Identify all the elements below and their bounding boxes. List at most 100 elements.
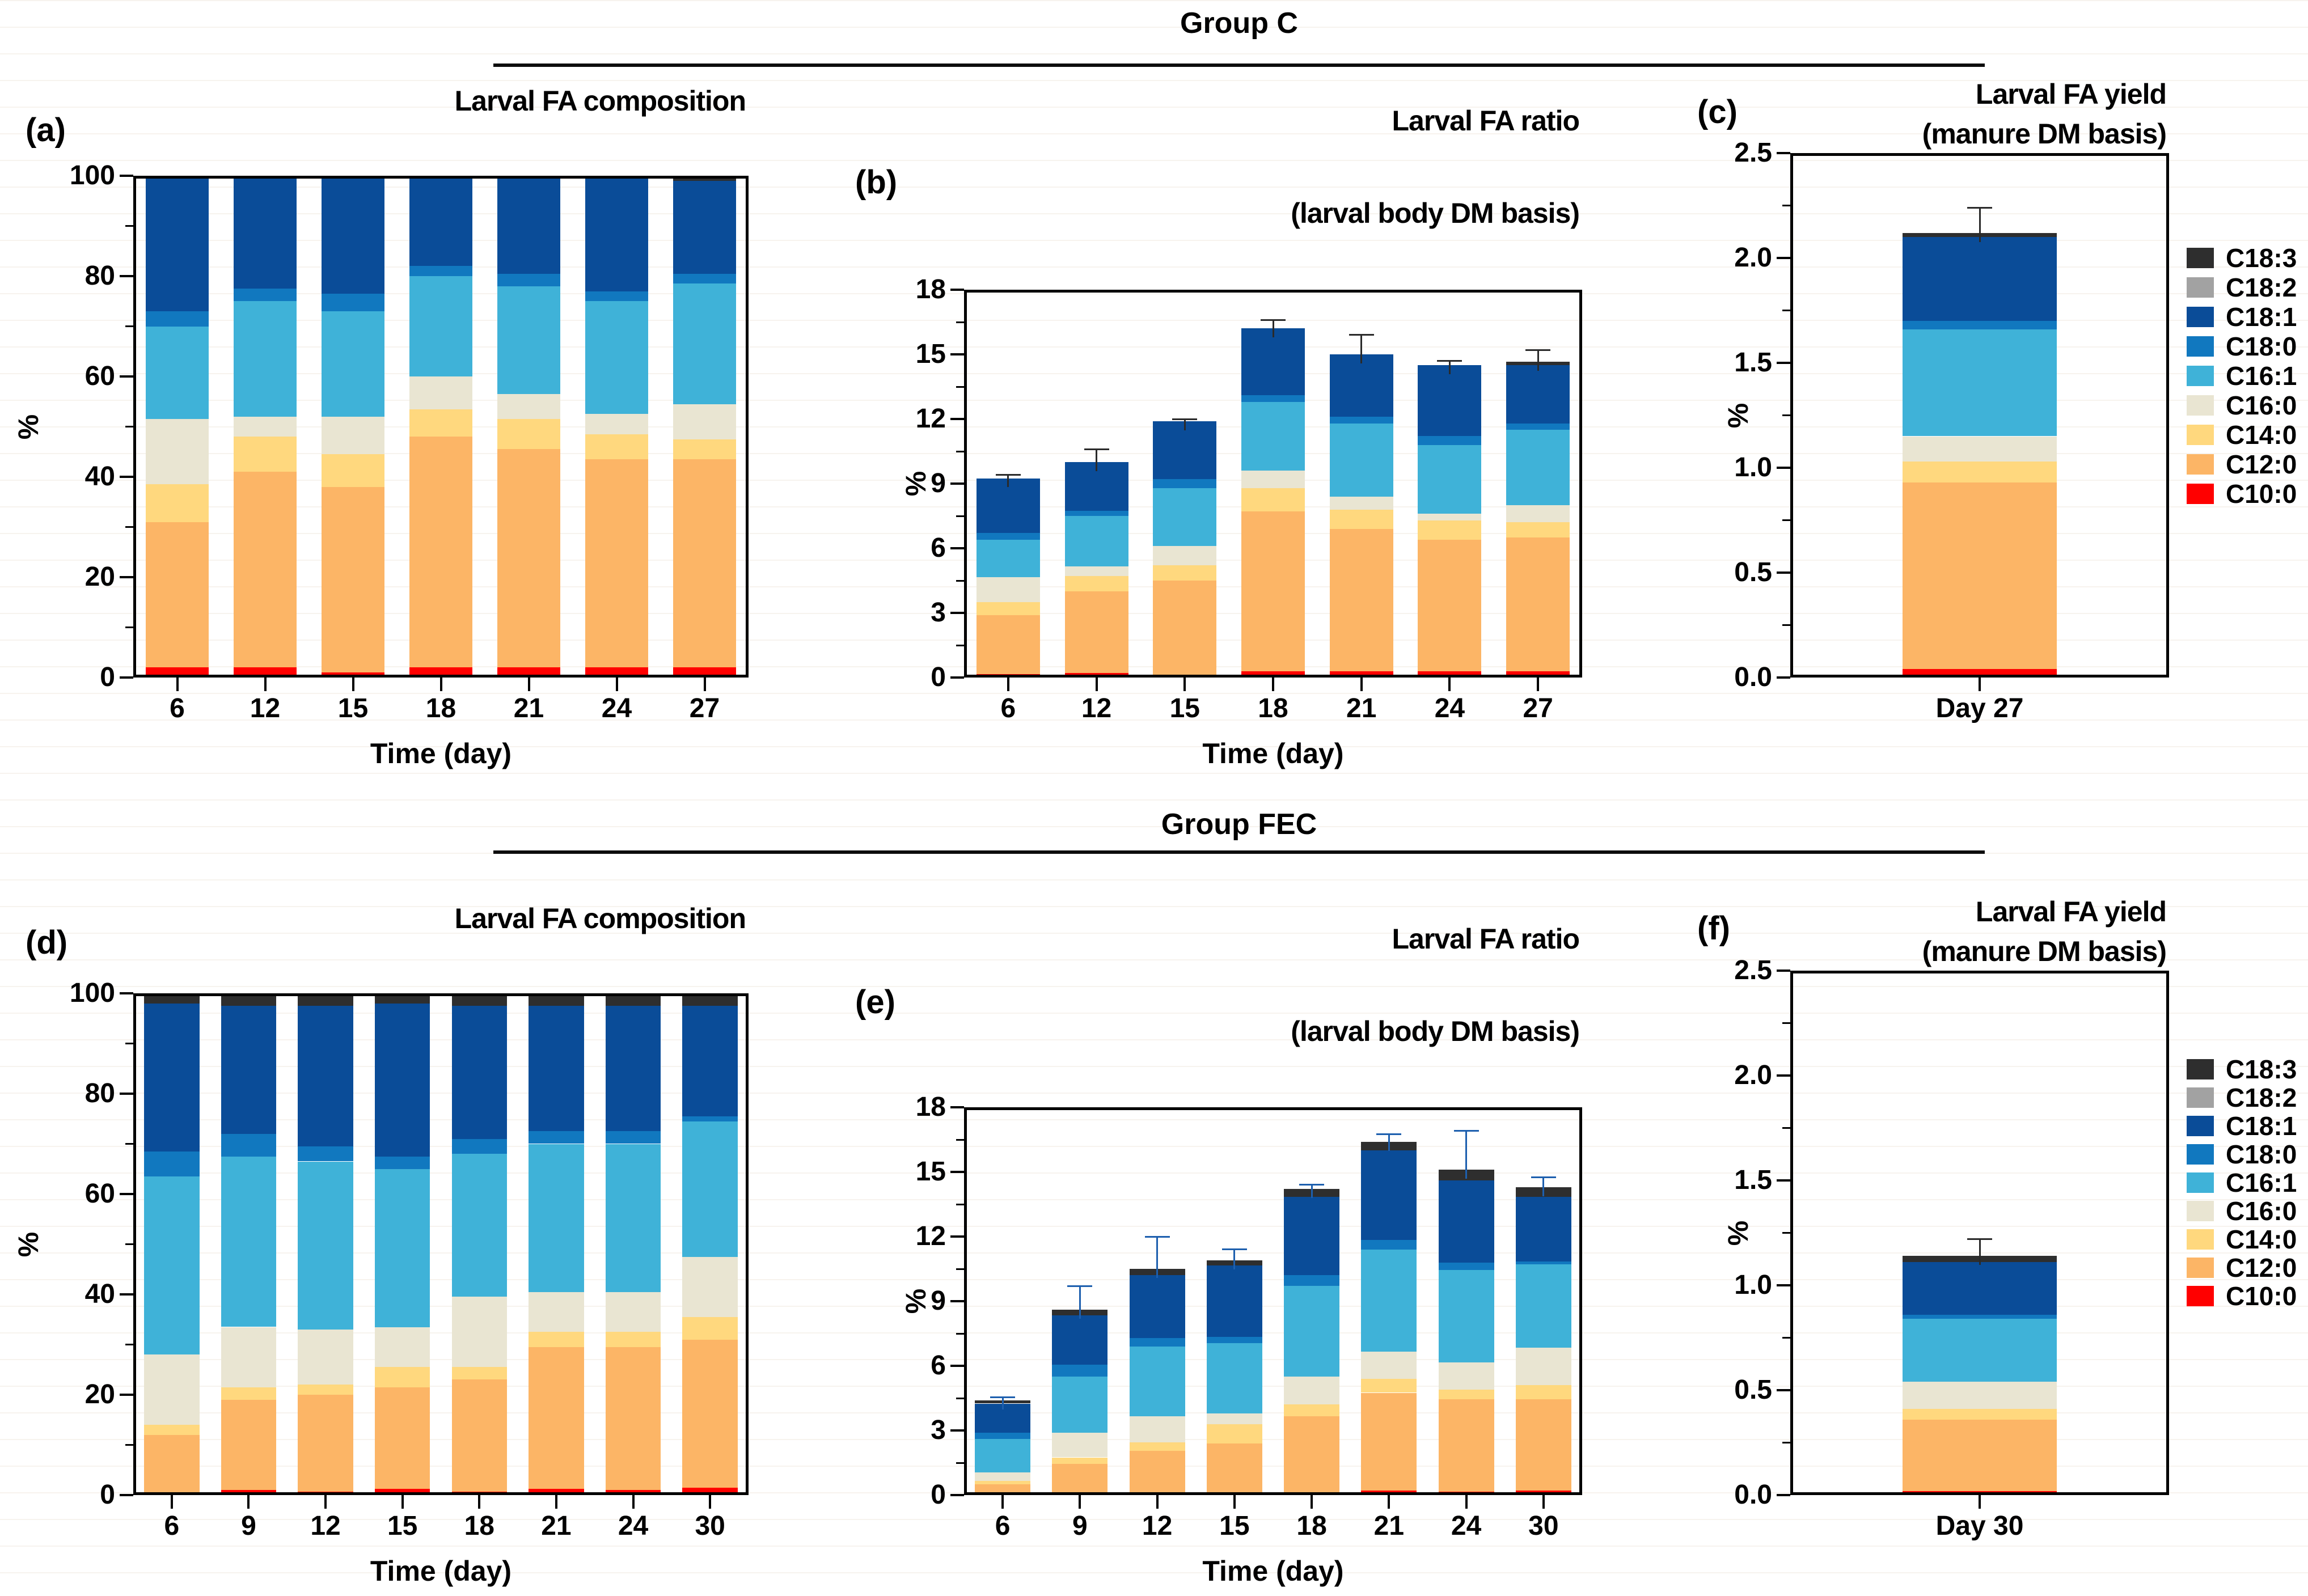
panel-b-bar-24-segment-C14-0 [1418, 520, 1482, 540]
panel-a-y-tick-label: 100 [69, 160, 115, 190]
panel-d-bar-15-segment-C16-0 [374, 1327, 430, 1368]
panel-a-bar-15-segment-C12-0 [321, 486, 385, 673]
panel-d-bar-9-segment-C18-3 [221, 993, 277, 1006]
panel-d-x-tick [632, 1495, 635, 1509]
legend-2-label-C14-0: C14:0 [2226, 1225, 2297, 1254]
panel-a-x-tick-label: 18 [425, 693, 456, 723]
panel-e-error-bar-cap [1376, 1133, 1402, 1135]
panel-a-x-tick-label: 21 [513, 693, 544, 723]
legend-1-label-C16-0: C16:0 [2226, 391, 2297, 420]
panel-d-bar-24-segment-C14-0 [605, 1332, 661, 1347]
panel-e-error-bar-cap [1144, 1235, 1170, 1238]
panel-c-y-tick [1777, 257, 1790, 259]
panel-d-x-tick-label: 6 [164, 1511, 180, 1541]
panel-f-title-line2: (manure DM basis) [1922, 935, 2167, 967]
panel-e-bar-21-segment-C12-0 [1361, 1392, 1417, 1491]
panel-b-bar-15-segment-C16-1 [1153, 488, 1217, 547]
panel-b-error-bar-cap [1349, 334, 1374, 336]
panel-e-x-tick [1311, 1495, 1313, 1509]
panel-a-bar-15-segment-C18-0 [321, 294, 385, 311]
panel-e-error-bar-cap [1221, 1248, 1247, 1251]
panel-b-bar-6-segment-C18-1 [976, 478, 1040, 534]
panel-d-bar-21-segment-C10-0 [529, 1489, 584, 1495]
panel-c-y-tick [1777, 676, 1790, 679]
legend-2-swatch-C18-0 [2187, 1144, 2214, 1165]
legend-2-label-C18-3: C18:3 [2226, 1055, 2297, 1084]
panel-d-x-tick [324, 1495, 327, 1509]
panel-a-x-tick-label: 6 [170, 693, 185, 723]
panel-e-y-minor-tick [956, 1332, 964, 1335]
panel-b-x-tick-label: 18 [1258, 693, 1288, 723]
panel-a-bar-6-segment-C18-0 [145, 311, 209, 327]
panel-b-x-tick [1272, 678, 1274, 691]
panel-f-title-line1: Larval FA yield [1975, 896, 2167, 928]
panel-e-bar-9-segment-C16-0 [1052, 1432, 1108, 1458]
panel-b-y-tick-label: 18 [915, 274, 946, 304]
panel-a-title-line1: Larval FA composition [454, 85, 746, 117]
panel-b-y-tick-label: 12 [915, 404, 946, 434]
legend-2-swatch-C18-2 [2187, 1087, 2214, 1108]
panel-d-bar-12-segment-C16-0 [298, 1329, 353, 1385]
panel-e-bar-12-segment-C14-0 [1129, 1442, 1185, 1451]
panel-a-bar-15-segment-C14-0 [321, 454, 385, 487]
panel-a-bar-24-segment-C18-1 [585, 176, 649, 291]
panel-b-bar-15-segment-C12-0 [1153, 581, 1217, 676]
panel-e-y-tick-label: 3 [931, 1415, 946, 1445]
panel-d-bar-12-segment-C16-1 [298, 1161, 353, 1330]
panel-b-y-tick [950, 353, 964, 355]
panel-c-error-bar [1979, 208, 1981, 242]
panel-a-x-tick [703, 678, 706, 691]
panel-a-bar-18-segment-C12-0 [409, 437, 473, 668]
group-c-underline [493, 63, 1985, 67]
panel-b-title-line2: (larval body DM basis) [1291, 197, 1580, 229]
legend-1-swatch-C16-1 [2187, 366, 2214, 386]
panel-a-bar-27-segment-C12-0 [673, 459, 737, 668]
panel-b-error-bar [1272, 320, 1274, 338]
panel-b-bar-21-segment-C10-0 [1329, 671, 1393, 678]
panel-d-y-minor-tick [125, 1444, 133, 1446]
panel-e-bar-30-segment-C16-1 [1515, 1264, 1571, 1348]
panel-f-x-tick [1979, 1495, 1981, 1509]
legend-1-swatch-C18-1 [2187, 307, 2214, 327]
panel-a-bar-15-segment-C16-0 [321, 416, 385, 455]
panel-d-bar-12-segment-C18-3 [298, 993, 353, 1006]
panel-b-title-line1: Larval FA ratio [1392, 105, 1580, 137]
panel-d-title-line1: Larval FA composition [454, 903, 746, 934]
panel-a-y-minor-tick [125, 526, 133, 528]
panel-a-bar-18-segment-C16-0 [409, 376, 473, 409]
panel-a-bar-27-segment-C18-1 [673, 180, 737, 274]
panel-b-bar-21-segment-C12-0 [1329, 528, 1393, 671]
panel-b-y-tick [950, 289, 964, 291]
panel-d-x-tick-label: 15 [387, 1511, 418, 1541]
panel-f-x-tick-label: Day 30 [1935, 1511, 2024, 1541]
panel-e-bar-30-segment-C14-0 [1515, 1385, 1571, 1399]
panel-e-bar-12-segment-C18-0 [1129, 1337, 1185, 1347]
panel-b-y-minor-tick [956, 321, 964, 323]
panel-b-x-tick [1007, 678, 1009, 691]
legend-2-label-C10-0: C10:0 [2226, 1281, 2297, 1311]
panel-b-error-bar-cap [995, 474, 1021, 476]
panel-b-y-axis-title: % [900, 471, 932, 497]
panel-a-x-tick [352, 678, 354, 691]
panel-a-y-axis-title: % [12, 414, 44, 439]
panel-d-bar-18-segment-C18-3 [451, 993, 508, 1006]
panel-c-title-line1: Larval FA yield [1975, 78, 2167, 110]
legend-2-swatch-C18-3 [2187, 1059, 2214, 1079]
panel-d-bar-24-segment-C12-0 [605, 1347, 661, 1491]
panel-c-x-tick-label: Day 27 [1935, 693, 2024, 723]
panel-d-bar-21-segment-C18-1 [529, 1006, 584, 1132]
panel-d-bar-15-segment-C14-0 [374, 1367, 430, 1387]
panel-d-bar-6-segment-C16-0 [144, 1354, 200, 1425]
panel-e-y-tick-label: 18 [915, 1092, 946, 1122]
panel-e-y-axis-title: % [900, 1288, 932, 1314]
panel-e-bar-30-segment-C12-0 [1515, 1399, 1571, 1491]
panel-d-bar-24-segment-C18-1 [605, 1006, 661, 1132]
panel-a-bar-12-segment-C14-0 [233, 437, 297, 472]
panel-b-bar-24-segment-C18-1 [1418, 365, 1482, 437]
panel-e-bar-6-segment-C14-0 [975, 1481, 1031, 1484]
panel-e-bar-9-segment-C12-0 [1052, 1463, 1108, 1495]
panel-d-bar-18-segment-C16-0 [451, 1297, 508, 1368]
panel-c-plot-box [1790, 153, 2169, 678]
panel-e-bar-6-segment-C12-0 [975, 1484, 1031, 1495]
panel-c-error-bar-cap [1967, 206, 1992, 209]
